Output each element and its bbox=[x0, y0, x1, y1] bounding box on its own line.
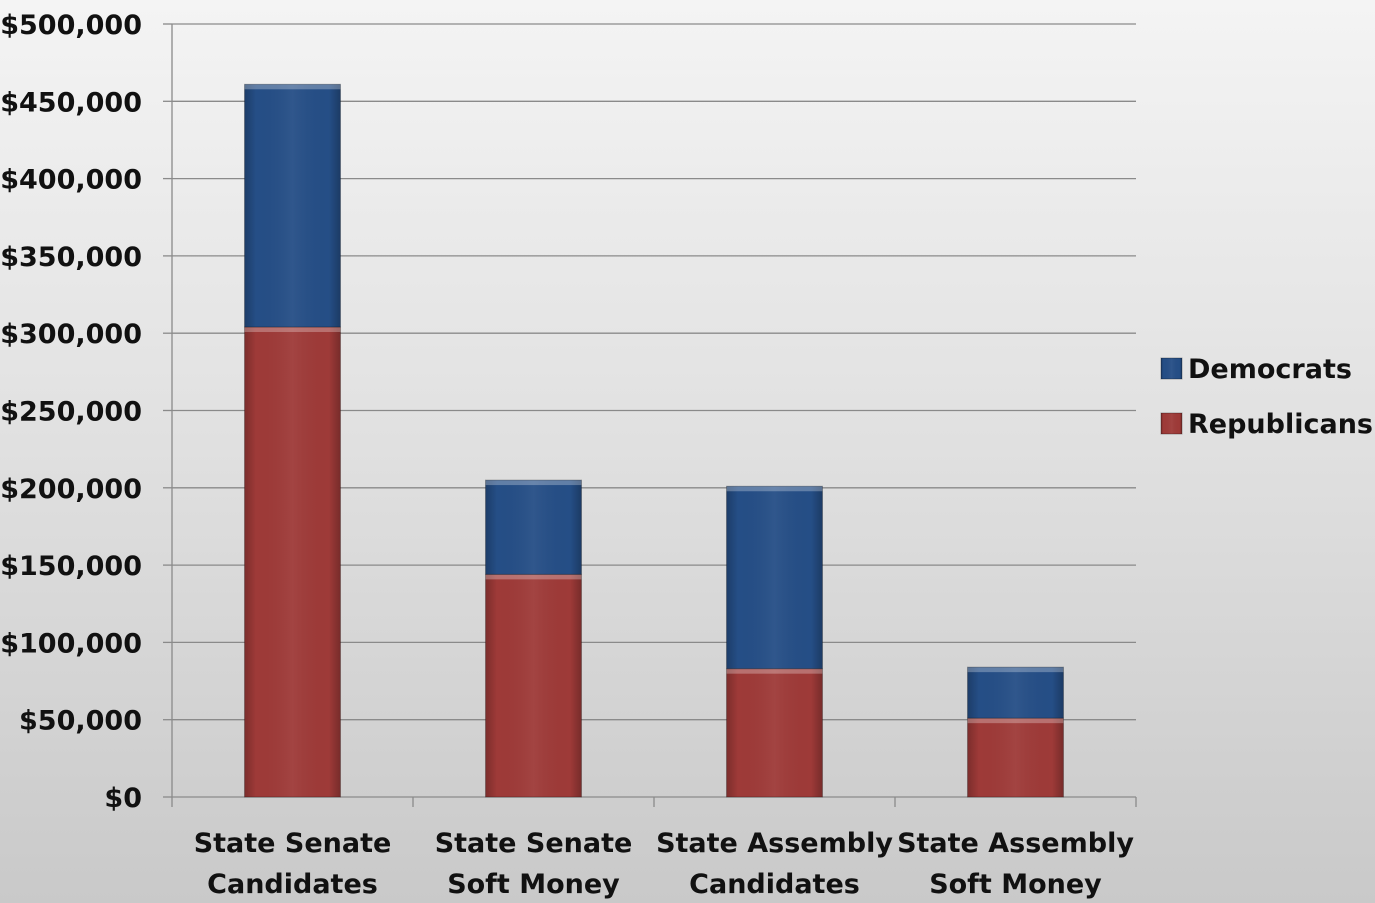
legend-swatch-shading bbox=[1161, 358, 1182, 379]
bar-segment-republicans bbox=[244, 326, 341, 798]
legend-swatch-shading bbox=[1161, 413, 1182, 434]
bars bbox=[244, 83, 1064, 798]
bar-segment-republicans bbox=[485, 573, 582, 798]
bar-segment-democrats bbox=[244, 83, 341, 328]
bar-top-highlight bbox=[244, 327, 341, 333]
y-tick-label: $200,000 bbox=[0, 474, 142, 505]
bar-segment-democrats bbox=[726, 485, 823, 670]
bar-top-highlight bbox=[726, 668, 823, 674]
bar-top-highlight bbox=[485, 480, 582, 486]
bar-top-highlight bbox=[967, 667, 1064, 673]
x-category-label-line: Soft Money bbox=[929, 869, 1102, 900]
bar-segment-democrats bbox=[485, 479, 582, 575]
x-category-label-line: State Assembly bbox=[656, 828, 893, 859]
y-tick-label: $0 bbox=[104, 783, 142, 814]
bar-shading bbox=[967, 718, 1064, 797]
y-tick-label: $150,000 bbox=[0, 551, 142, 582]
y-tick-label: $400,000 bbox=[0, 165, 142, 196]
bar-shading bbox=[967, 667, 1064, 719]
bar-shading bbox=[726, 668, 823, 797]
bar-top-highlight bbox=[726, 486, 823, 492]
bar-shading bbox=[244, 84, 341, 328]
bar-shading bbox=[726, 486, 823, 669]
x-category-label: State Assembly Soft Money bbox=[897, 828, 1134, 900]
bar-segment-democrats bbox=[967, 666, 1064, 719]
y-tick-label: $250,000 bbox=[0, 397, 142, 428]
x-category-label: State Assembly Candidates bbox=[656, 828, 893, 900]
legend: Democrats Republicans bbox=[1160, 354, 1373, 440]
legend-label: Republicans bbox=[1188, 409, 1373, 440]
x-category-label-line: Candidates bbox=[207, 869, 378, 900]
bar-outline bbox=[244, 83, 341, 328]
y-tick-label: $50,000 bbox=[19, 706, 142, 737]
bar-segment-republicans bbox=[726, 668, 823, 798]
y-tick-label: $300,000 bbox=[0, 319, 142, 350]
y-tick-label: $100,000 bbox=[0, 628, 142, 659]
bar-shading bbox=[485, 480, 582, 575]
x-category-label-line: State Senate bbox=[435, 828, 633, 859]
bar-segment-republicans bbox=[967, 717, 1064, 798]
bar-outline bbox=[726, 485, 823, 670]
x-axis-category-labels: State Senate Candidates State Senate Soft M… bbox=[194, 828, 1135, 900]
y-tick-label: $500,000 bbox=[0, 10, 142, 41]
x-category-label: State Senate Candidates bbox=[194, 828, 392, 900]
legend-entry-democrats: Democrats bbox=[1160, 354, 1352, 385]
bar-top-highlight bbox=[244, 84, 341, 90]
bar-shading bbox=[244, 327, 341, 797]
legend-entry-republicans: Republicans bbox=[1160, 409, 1373, 440]
x-category-label-line: Candidates bbox=[689, 869, 860, 900]
bar-top-highlight bbox=[967, 718, 1064, 724]
x-category-label-line: State Assembly bbox=[897, 828, 1134, 859]
bar-shading bbox=[485, 574, 582, 797]
legend-label: Democrats bbox=[1188, 354, 1352, 385]
x-category-label-line: State Senate bbox=[194, 828, 392, 859]
y-tick-label: $350,000 bbox=[0, 242, 142, 273]
bar-outline bbox=[967, 666, 1064, 719]
y-axis-tick-labels: $0 $50,000 $100,000 $150,000 $200,000 $250,00… bbox=[0, 10, 142, 814]
bar-outline bbox=[485, 479, 582, 575]
x-category-label-line: Soft Money bbox=[447, 869, 620, 900]
x-category-label: State Senate Soft Money bbox=[435, 828, 633, 900]
bar-top-highlight bbox=[485, 574, 582, 580]
y-tick-label: $450,000 bbox=[0, 87, 142, 118]
